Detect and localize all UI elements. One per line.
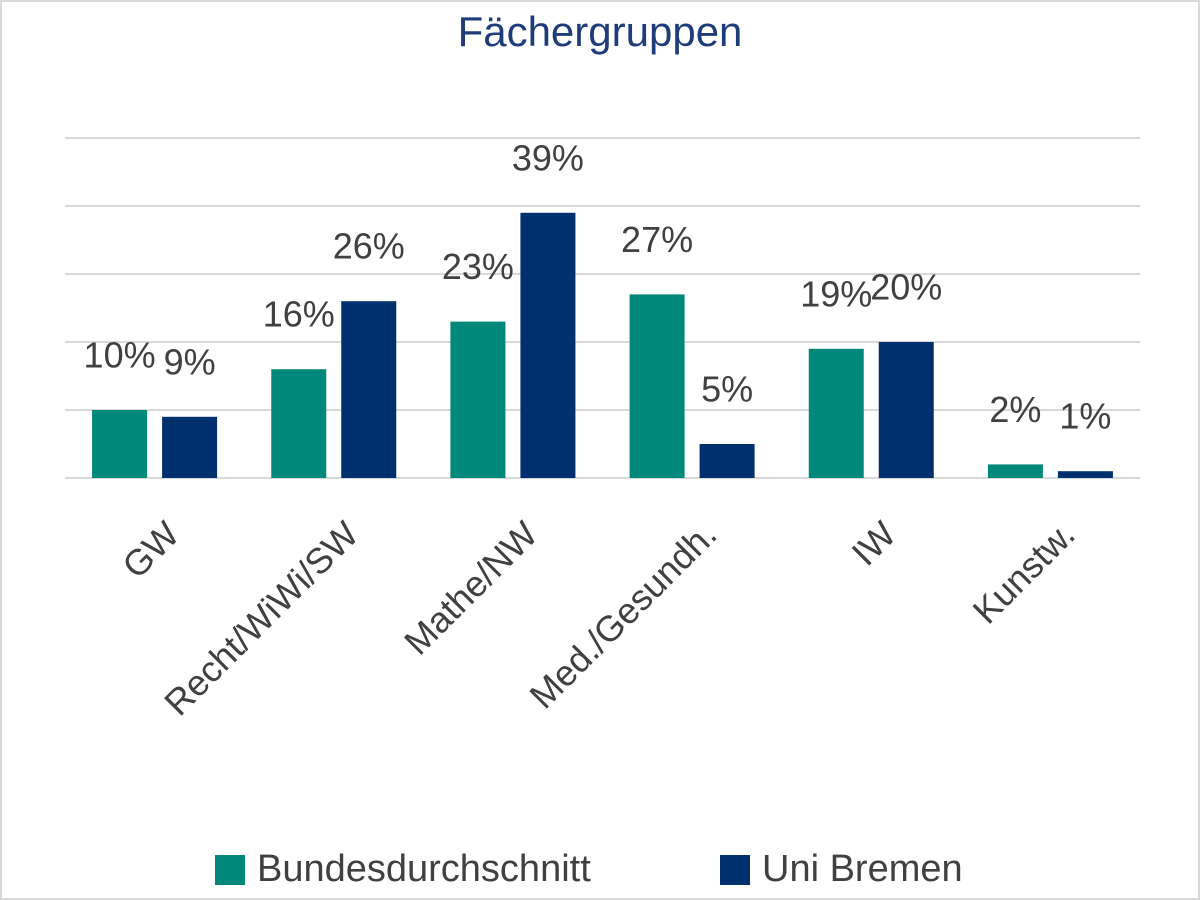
bar [162, 416, 218, 478]
legend-swatch [215, 855, 245, 885]
bar [341, 301, 397, 478]
chart-title: Fächergruppen [458, 8, 743, 55]
bar [878, 342, 934, 478]
bar [629, 294, 685, 478]
data-label: 26% [333, 226, 405, 267]
data-label: 10% [84, 335, 156, 376]
bar [987, 464, 1043, 478]
bar [520, 212, 576, 479]
legend-swatch [720, 855, 750, 885]
bar [271, 369, 327, 478]
data-label: 16% [263, 294, 335, 335]
data-label: 23% [442, 246, 514, 287]
data-label: 5% [701, 369, 753, 410]
bar [699, 444, 755, 478]
data-label: 2% [989, 389, 1041, 430]
bar [450, 321, 506, 478]
legend-label: Uni Bremen [762, 848, 963, 890]
bar [808, 348, 864, 478]
data-label: 27% [621, 219, 693, 260]
data-label: 20% [870, 267, 942, 308]
data-label: 9% [164, 341, 216, 382]
bar [92, 410, 148, 478]
bar [1057, 471, 1113, 478]
legend-label: Bundesdurchschnitt [257, 848, 591, 890]
data-label: 39% [512, 137, 584, 178]
data-label: 19% [800, 273, 872, 314]
data-label: 1% [1059, 396, 1111, 437]
